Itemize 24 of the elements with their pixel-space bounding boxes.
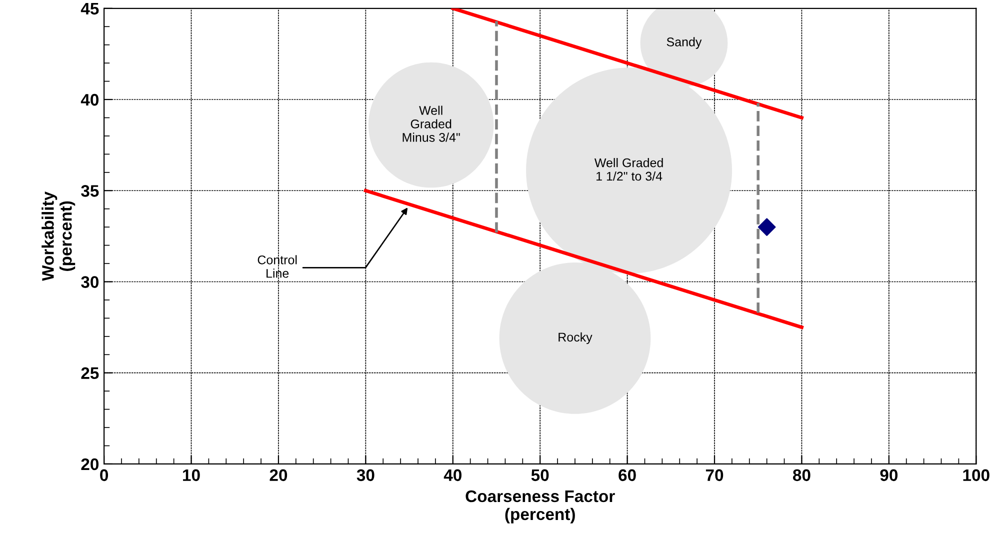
x-tick-label: 40 (444, 469, 462, 482)
y-tick-label: 25 (81, 367, 99, 380)
annotation: Well Graded Minus 3/4" (402, 106, 460, 142)
annotation: Control Line (258, 255, 297, 278)
annotation: Well Graded 1 1/2" to 3/4 (594, 158, 663, 181)
y-tick-label: 45 (80, 2, 99, 15)
x-tick-label: 90 (880, 469, 898, 482)
y-tick-label: 40 (80, 94, 99, 106)
x-tick-label: 10 (183, 469, 200, 482)
x-axis-title: Coarseness Factor (percent) (466, 490, 615, 524)
x-tick-label: 30 (356, 469, 374, 482)
x-tick-label: 50 (531, 469, 549, 482)
annotation: Sandy (666, 37, 702, 49)
x-tick-label: 100 (963, 469, 990, 482)
y-axis-title: Workability (percent) (42, 191, 76, 281)
x-tick-label: 80 (792, 469, 810, 482)
y-tick-label: 20 (81, 458, 99, 470)
y-tick-label: 30 (81, 276, 99, 288)
x-tick-label: 60 (618, 469, 636, 482)
annotation: Rocky (558, 332, 592, 344)
x-tick-label: 0 (100, 469, 108, 482)
x-tick-label: 70 (706, 469, 724, 482)
y-tick-label: 35 (81, 185, 99, 197)
x-tick-label: 20 (270, 469, 288, 482)
